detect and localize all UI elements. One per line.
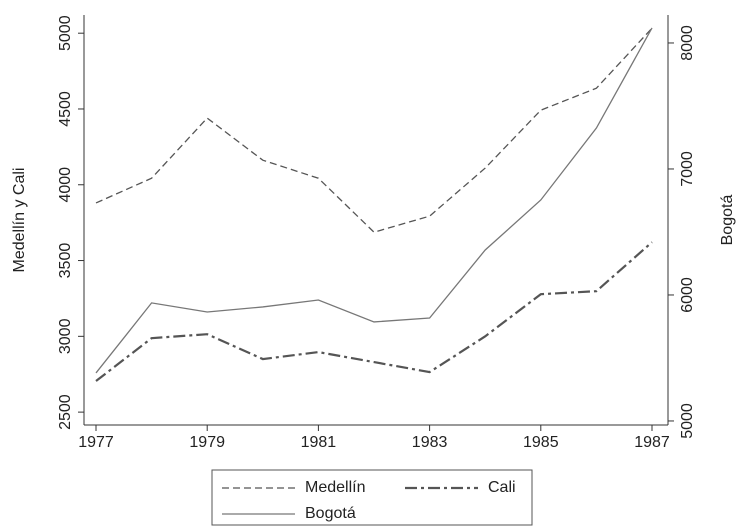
legend-label: Bogotá (305, 505, 356, 522)
legend-label: Medellín (305, 479, 365, 496)
y2-tick-label: 7000 (679, 151, 696, 187)
x-tick-label: 1987 (634, 434, 670, 451)
y-tick-label: 2500 (57, 394, 74, 430)
legend-box (211, 469, 533, 526)
y2-tick-label: 6000 (679, 277, 696, 313)
y2-tick-label: 5000 (679, 403, 696, 439)
y2-axis-title: Bogotá (719, 195, 736, 246)
x-tick-label: 1981 (301, 434, 337, 451)
y-tick-label: 3500 (57, 243, 74, 279)
x-tick-label: 1985 (523, 434, 559, 451)
x-tick-label: 1977 (78, 434, 114, 451)
y-tick-label: 4000 (57, 167, 74, 203)
x-tick-label: 1983 (412, 434, 448, 451)
x-tick-label: 1979 (189, 434, 225, 451)
legend-label: Cali (488, 479, 516, 496)
y2-tick-label: 8000 (679, 25, 696, 61)
y-tick-label: 3000 (57, 318, 74, 354)
line-series (95, 27, 653, 374)
line-series (95, 27, 653, 233)
y-tick-label: 5000 (57, 15, 74, 51)
y-axis-title: Medellín y Cali (11, 168, 28, 273)
y-tick-label: 4500 (57, 91, 74, 127)
line-series (95, 241, 653, 382)
